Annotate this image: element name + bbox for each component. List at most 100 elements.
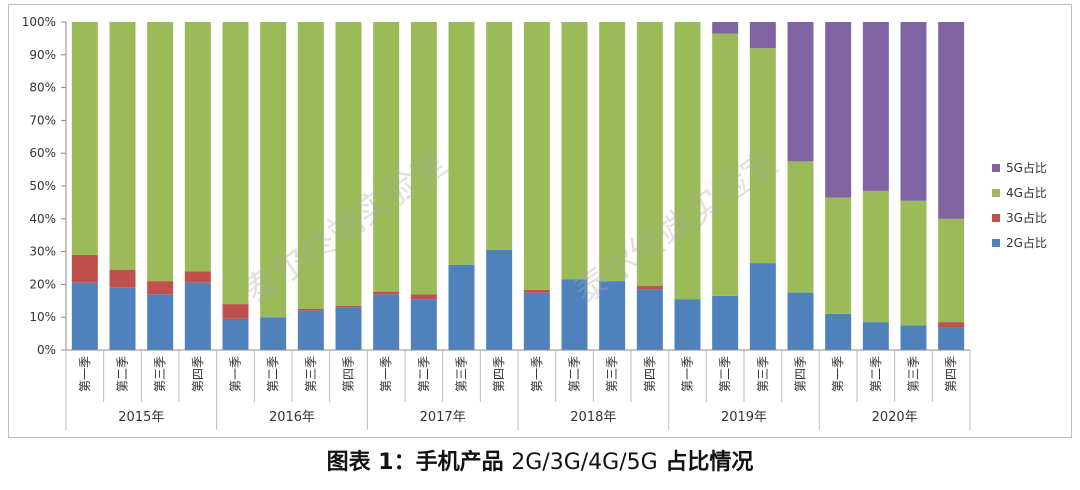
bar-segment-4g <box>486 22 513 250</box>
bar-segment-3g <box>71 254 98 283</box>
bar-segment-2g <box>599 281 626 350</box>
bar-segment-4g <box>297 22 324 309</box>
bar-segment-4g <box>184 22 211 272</box>
bar-segment-2g <box>938 327 965 350</box>
bar-segment-4g <box>938 218 965 323</box>
bar-segment-3g <box>147 281 174 295</box>
bar-segment-5g <box>900 22 927 201</box>
bar-segment-4g <box>862 190 889 323</box>
bar-segment-2g <box>636 289 663 350</box>
stacked-bar-chart: 0% 10% 20% 30% 40% 50% 60% 70% 80% 90% 100% 第一季 第二季 第… <box>22 15 1047 430</box>
x-tick-label-quarter: 第二季 <box>417 356 431 392</box>
bar-segment-2g <box>561 279 588 350</box>
x-tick-label-quarter: 第一季 <box>229 356 243 392</box>
bar-segment-3g <box>410 294 437 300</box>
bar-segment-5g <box>825 22 852 198</box>
bar-segment-2g <box>448 264 475 350</box>
x-year-label: 2018年 <box>570 410 616 425</box>
bar-segment-4g <box>825 197 852 314</box>
caption-prefix: 图表 1：手机产品 <box>326 450 504 475</box>
x-tick-label-quarter: 第四季 <box>794 356 808 392</box>
bar-segment-4g <box>147 22 174 282</box>
x-tick-label-quarter: 第三季 <box>605 356 619 392</box>
bar-segment-4g <box>561 22 588 280</box>
legend-swatch-5g <box>992 164 1000 172</box>
bar-segment-2g <box>410 299 437 350</box>
x-year-label: 2017年 <box>420 410 466 425</box>
x-tick-label-quarter: 第三季 <box>756 356 770 392</box>
bar-segment-2g <box>674 299 701 350</box>
x-tick-label-quarter: 第四季 <box>342 356 356 392</box>
bar-segment-4g <box>222 22 249 305</box>
y-tick-label: 50% <box>29 179 56 193</box>
bar-segment-4g <box>787 161 814 293</box>
bar-segment-2g <box>222 318 249 350</box>
bar-segment-5g <box>862 22 889 191</box>
bar-segment-3g <box>938 322 965 328</box>
y-tick-label: 90% <box>29 48 56 62</box>
x-tick-label-quarter: 第四季 <box>643 356 657 392</box>
bar-segment-4g <box>900 200 927 326</box>
bar-segment-5g <box>787 22 814 162</box>
bar-segment-2g <box>749 263 776 350</box>
bar-segment-4g <box>599 22 626 282</box>
x-year-label: 2015年 <box>118 410 164 425</box>
x-tick-label-quarter: 第三季 <box>907 356 921 392</box>
bar-segment-3g <box>373 291 400 295</box>
figure-caption: 图表 1：手机产品 2G/3G/4G/5G 占比情况 <box>0 444 1080 476</box>
bar-segment-2g <box>184 282 211 350</box>
x-year-label: 2019年 <box>721 410 767 425</box>
bar-segment-4g <box>373 22 400 292</box>
x-tick-label-quarter: 第二季 <box>266 356 280 392</box>
x-tick-label-quarter: 第四季 <box>944 356 958 392</box>
bar-segment-2g <box>260 317 287 350</box>
bar-segment-2g <box>486 249 513 350</box>
bar-segment-2g <box>71 282 98 350</box>
x-tick-label-quarter: 第三季 <box>153 356 167 392</box>
bar-segment-4g <box>335 22 362 306</box>
x-tick-label-quarter: 第三季 <box>455 356 469 392</box>
caption-suffix: 占比情况 <box>665 450 754 475</box>
bar-segment-2g <box>335 307 362 350</box>
bar-segment-2g <box>147 294 174 350</box>
legend-label-4g: 4G占比 <box>1006 185 1047 200</box>
x-year-label: 2016年 <box>269 410 315 425</box>
legend-label-5g: 5G占比 <box>1006 160 1047 175</box>
bar-segment-3g <box>335 305 362 308</box>
bar-segment-3g <box>636 286 663 290</box>
y-tick-label: 80% <box>29 81 56 95</box>
legend-swatch-4g <box>992 189 1000 197</box>
bar-segment-2g <box>825 313 852 350</box>
legend-swatch-2g <box>992 239 1000 247</box>
x-tick-label-quarter: 第二季 <box>869 356 883 392</box>
bar-segment-5g <box>938 22 965 219</box>
x-tick-label-quarter: 第一季 <box>681 356 695 392</box>
bar-segment-2g <box>373 294 400 350</box>
bar-segment-2g <box>523 292 550 350</box>
legend-label-2g: 2G占比 <box>1006 235 1047 250</box>
bar-segment-2g <box>109 287 136 350</box>
bar-segment-4g <box>71 22 98 255</box>
y-tick-label: 100% <box>22 15 56 29</box>
y-tick-label: 70% <box>29 113 56 127</box>
y-tick-label: 0% <box>37 343 56 357</box>
bar-segment-2g <box>712 295 739 350</box>
y-tick-label: 20% <box>29 277 56 291</box>
x-tick-label-quarter: 第二季 <box>116 356 130 392</box>
x-tick-label-quarter: 第二季 <box>718 356 732 392</box>
bar-segment-4g <box>260 22 287 318</box>
bar-segment-3g <box>523 289 550 293</box>
x-tick-label-quarter: 第三季 <box>304 356 318 392</box>
x-tick-label-quarter: 第一季 <box>831 356 845 392</box>
y-tick-label: 30% <box>29 245 56 259</box>
y-tick-label: 40% <box>29 212 56 226</box>
x-tick-label-quarter: 第四季 <box>191 356 205 392</box>
legend-label-3g: 3G占比 <box>1006 210 1047 225</box>
bar-segment-2g <box>787 292 814 350</box>
bar-segment-3g <box>222 304 249 319</box>
bar-segment-2g <box>900 325 927 350</box>
bar-segment-4g <box>674 22 701 300</box>
bar-segment-3g <box>109 269 136 288</box>
bar-segment-3g <box>184 271 211 283</box>
bar-segment-4g <box>410 22 437 295</box>
